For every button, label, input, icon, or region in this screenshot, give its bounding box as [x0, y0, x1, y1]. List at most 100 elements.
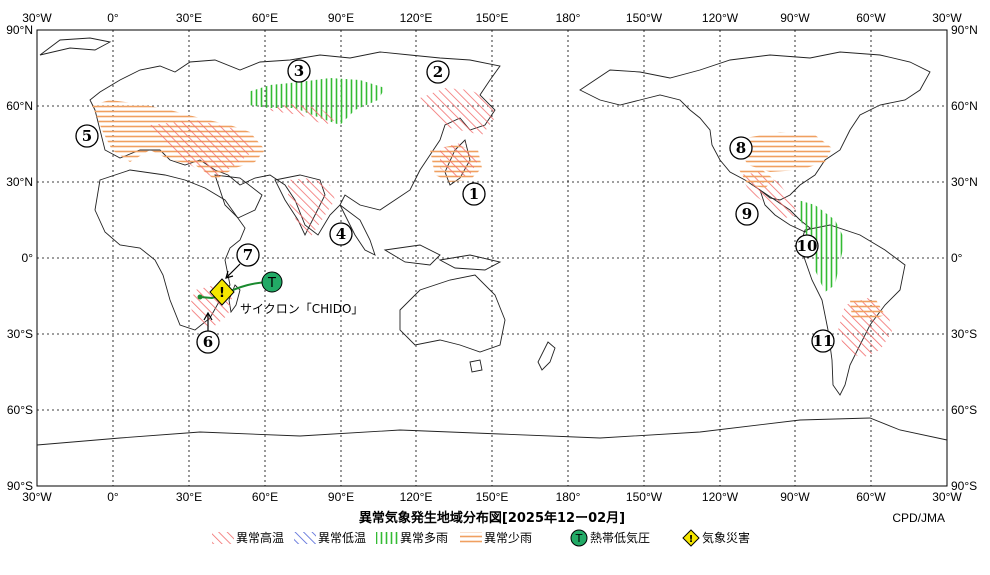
svg-text:1: 1: [469, 185, 479, 203]
lon-label-bottom: 0°: [107, 490, 119, 504]
svg-text:9: 9: [742, 205, 752, 223]
pointer-arrows: [203, 263, 241, 331]
region-label-3: 3: [287, 59, 311, 83]
lat-label-right: 90°S: [951, 479, 977, 493]
lon-label-bottom: 30°E: [176, 490, 202, 504]
legend-item-cold: 異常低温: [294, 531, 366, 545]
lon-label-bottom: 150°W: [626, 490, 663, 504]
lon-label-top: 120°E: [400, 11, 433, 25]
cyclone-icon: [570, 529, 588, 547]
region-label-2: 2: [426, 60, 450, 84]
graticule: [37, 30, 947, 486]
disaster-diamond-icon: [209, 278, 235, 306]
svg-text:7: 7: [243, 246, 253, 264]
region-label-1: 1: [462, 182, 486, 206]
disaster-diamond-text: !: [219, 286, 225, 301]
lon-label-top: 30°W: [932, 11, 962, 25]
cyclone-name-label: サイクロン「CHIDO」: [240, 302, 363, 316]
region-label-11: 11: [811, 329, 835, 353]
cyclone-symbol: [261, 271, 283, 293]
region-europe-hot: [150, 120, 255, 178]
legend-label: 気象災害: [702, 530, 750, 545]
lon-label-top: 120°W: [702, 11, 739, 25]
lat-label-left: 90°N: [6, 23, 33, 37]
region-5-hot: [265, 104, 335, 125]
lat-label-left: 30°S: [7, 327, 33, 341]
region-9-dry: [738, 168, 775, 188]
legend-label: 異常多雨: [400, 531, 448, 545]
svg-text:5: 5: [82, 127, 92, 145]
lat-labels-right: 90°N 60°N 30°N 0° 30°S 60°S 90°S: [951, 23, 978, 493]
lat-label-left: 60°N: [6, 99, 33, 113]
disaster-icon: [682, 529, 700, 547]
svg-text:!: !: [689, 534, 694, 545]
lon-label-top: 90°E: [328, 11, 354, 25]
lon-labels-top: 30°W 0° 30°E 60°E 90°E 120°E 150°E 180° 150°W 120…: [22, 11, 962, 25]
legend-swatch-wet: [376, 532, 398, 544]
lat-label-right: 60°S: [951, 403, 977, 417]
legend-swatch-hot: [212, 532, 234, 544]
lon-label-top: 90°W: [780, 11, 810, 25]
region-4-hot: [288, 178, 335, 238]
lat-label-left: 90°S: [7, 479, 33, 493]
lon-label-bottom: 90°E: [328, 490, 354, 504]
lon-label-top: 150°W: [626, 11, 663, 25]
lon-label-bottom: 180°: [556, 490, 581, 504]
lat-label-right: 60°N: [951, 99, 978, 113]
lon-label-bottom: 90°W: [780, 490, 810, 504]
lat-label-left: 0°: [22, 251, 34, 265]
region-label-4: 4: [329, 222, 353, 246]
svg-text:8: 8: [736, 139, 746, 157]
svg-text:3: 3: [294, 62, 304, 80]
svg-text:T: T: [575, 532, 583, 545]
lat-label-left: 60°S: [7, 403, 33, 417]
credit-label: CPD/JMA: [892, 511, 945, 525]
region-label-8: 8: [729, 136, 753, 160]
cyclone-symbol-text: T: [267, 276, 276, 291]
region-label-6: 6: [196, 330, 220, 354]
legend-item-dry: 異常少雨: [460, 531, 532, 545]
lon-label-top: 60°W: [856, 11, 886, 25]
legend-item-cyclone: T 熱帯低気圧: [570, 529, 650, 547]
region-label-9: 9: [735, 202, 759, 226]
legend-swatch-dry: [460, 532, 482, 544]
lat-label-right: 30°N: [951, 175, 978, 189]
svg-text:10: 10: [797, 237, 818, 255]
disaster-marker: !: [209, 278, 235, 306]
lon-label-top: 150°E: [476, 11, 509, 25]
region-label-7: 7: [236, 243, 260, 267]
svg-text:2: 2: [433, 63, 443, 81]
region-label-10: 10: [795, 234, 819, 258]
legend-item-wet: 異常多雨: [376, 531, 448, 545]
cyclone-end-point: [197, 294, 203, 300]
lat-label-right: 90°N: [951, 23, 978, 37]
legend-label: 異常高温: [236, 530, 284, 545]
legend-item-disaster: ! 気象災害: [682, 529, 750, 547]
region-label-5: 5: [75, 124, 99, 148]
region-8-dry: [740, 132, 832, 172]
region-2-hot: [420, 88, 495, 135]
lon-label-bottom: 30°W: [932, 490, 962, 504]
svg-text:6: 6: [203, 333, 213, 351]
legend-label: 熱帯低気圧: [590, 530, 650, 545]
legend-label: 異常低温: [318, 531, 366, 545]
region-labels: 1 2 3 4 5 6 7 8 9 10 11: [75, 59, 835, 354]
lon-label-bottom: 60°W: [856, 490, 886, 504]
legend: 異常高温 異常低温 異常多雨 異常少雨 T 熱帯低気圧! 気象災害: [212, 529, 750, 547]
lon-label-bottom: 150°E: [476, 490, 509, 504]
lat-label-left: 30°N: [6, 175, 33, 189]
arrow-7: [225, 263, 241, 279]
lon-label-top: 0°: [107, 11, 119, 25]
lon-label-bottom: 120°E: [400, 490, 433, 504]
svg-text:4: 4: [336, 225, 346, 243]
lat-labels-left: 90°N 60°N 30°N 0° 30°S 60°S 90°S: [6, 23, 33, 493]
lon-labels-bottom: 30°W 0° 30°E 60°E 90°E 120°E 150°E 180° 150°W 120…: [22, 490, 962, 504]
region-3-wet: [248, 78, 385, 125]
lat-label-right: 30°S: [951, 327, 977, 341]
lon-label-top: 60°E: [252, 11, 278, 25]
region-10-wet: [798, 200, 845, 292]
lon-label-top: 30°E: [176, 11, 202, 25]
anomaly-regions: [92, 78, 892, 358]
lon-label-bottom: 120°W: [702, 490, 739, 504]
